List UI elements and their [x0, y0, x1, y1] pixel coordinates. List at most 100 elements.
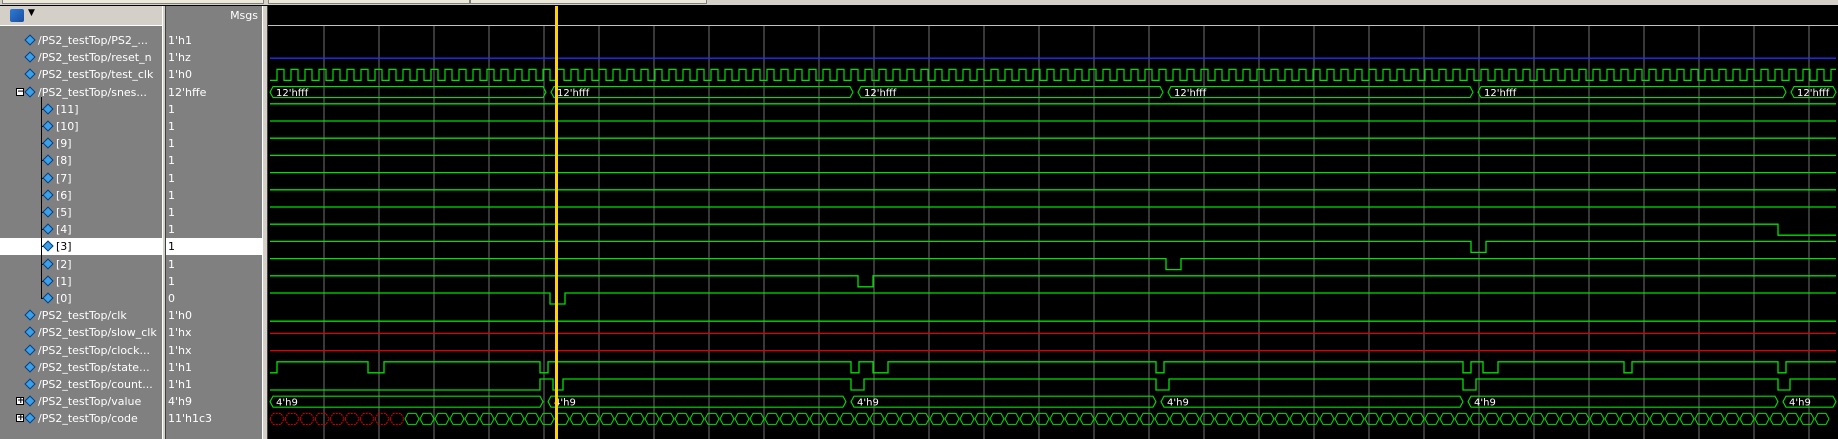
signal-row[interactable]: [3]: [0, 238, 162, 256]
signal-row[interactable]: /PS2_testTop/test_clk: [0, 66, 162, 83]
signal-diamond-icon: [24, 68, 36, 81]
signal-row[interactable]: /PS2_testTop/slow_clk: [0, 324, 162, 341]
waveform-canvas[interactable]: 12'hfff 12'hfff 12'hfff 12'hfff 12'hfff 12'hf…: [268, 6, 1838, 439]
code-bus-segment: [1454, 412, 1470, 425]
code-bus-segment: [1709, 412, 1725, 425]
signal-row[interactable]: − /PS2_testTop/snes...: [0, 84, 162, 101]
code-bus-segment: [1679, 412, 1695, 425]
signal-row[interactable]: /PS2_testTop/clk: [0, 307, 162, 324]
signal-row[interactable]: [7]: [0, 170, 162, 187]
code-bus-segment: [344, 412, 360, 425]
bus-segment: [550, 86, 854, 99]
code-bus-segment: [884, 412, 900, 425]
bus-segment: [1160, 395, 1464, 408]
code-bus-segment: [569, 412, 585, 425]
code-bus-segment: [434, 412, 450, 425]
toolbar-tab-left[interactable]: [2, 0, 264, 4]
code-bus-segment: [284, 412, 300, 425]
signal-value: 1'h1: [168, 360, 192, 374]
names-header: ▼: [0, 6, 162, 26]
signal-row[interactable]: + /PS2_testTop/value: [0, 393, 162, 410]
code-bus-segment: [1814, 412, 1830, 425]
code-bus-segment: [1244, 412, 1260, 425]
code-bus-segment: [314, 412, 330, 425]
code-bus-segment: [1259, 412, 1275, 425]
code-bus-segment: [539, 412, 555, 425]
code-bus-segment: [479, 412, 495, 425]
code-bus-segment: [1754, 412, 1770, 425]
bit0-wave: [270, 292, 1836, 305]
signal-row[interactable]: [0]: [0, 290, 162, 307]
code-bus-segment: [1424, 412, 1440, 425]
signal-row[interactable]: [4]: [0, 221, 162, 238]
code-bus-segment: [1799, 412, 1815, 425]
code-bus-segment: [1154, 412, 1170, 425]
code-bus-segment: [374, 412, 390, 425]
bus-segment: [547, 395, 847, 408]
code-bus-segment: [929, 412, 945, 425]
dropdown-arrow-icon[interactable]: ▼: [28, 8, 35, 18]
signal-name: [1]: [56, 274, 72, 288]
signal-values-pane: Msgs 1'h1 1'hz 1'h0 12'hffe 1 1 1 1 1 1 1 1 1 1 1 0 1'h0…: [166, 6, 262, 439]
collapse-icon[interactable]: −: [16, 86, 25, 97]
signal-diamond-icon: [24, 412, 36, 425]
signal-name: /PS2_testTop/test_clk: [38, 68, 154, 82]
waveform-pane[interactable]: 12'hfff 12'hfff 12'hfff 12'hfff 12'hfff 12'hf…: [268, 6, 1838, 439]
code-bus-segment: [629, 412, 645, 425]
signal-row[interactable]: + /PS2_testTop/code: [0, 410, 162, 427]
expand-icon[interactable]: +: [16, 396, 25, 407]
signal-row[interactable]: [11]: [0, 101, 162, 118]
signal-row[interactable]: [6]: [0, 187, 162, 204]
signal-row[interactable]: [9]: [0, 135, 162, 152]
signal-row[interactable]: /PS2_testTop/state...: [0, 359, 162, 376]
code-bus-segment: [1289, 412, 1305, 425]
code-bus-segment: [1334, 412, 1350, 425]
pane-splitter-values[interactable]: [262, 6, 268, 439]
code-bus-segment: [1034, 412, 1050, 425]
signal-row[interactable]: [10]: [0, 118, 162, 135]
code-bus-segment: [1514, 412, 1530, 425]
code-bus-segment: [674, 412, 690, 425]
signal-name: /PS2_testTop/slow_clk: [38, 326, 157, 340]
code-bus-segment: [1544, 412, 1560, 425]
time-cursor[interactable]: [555, 6, 558, 439]
wave-logo-icon[interactable]: [10, 9, 24, 22]
expand-icon[interactable]: +: [16, 413, 25, 424]
signal-row[interactable]: [2]: [0, 256, 162, 273]
toolbar-tab-right[interactable]: [470, 0, 707, 4]
code-bus-segment: [1349, 412, 1365, 425]
signal-name: /PS2_testTop/value: [38, 395, 142, 409]
toolbar-tab-mid[interactable]: [268, 0, 470, 4]
signal-row[interactable]: [1]: [0, 273, 162, 290]
code-bus-segment: [1064, 412, 1080, 425]
signal-row[interactable]: /PS2_testTop/clock...: [0, 342, 162, 359]
signal-row[interactable]: /PS2_testTop/reset_n: [0, 49, 162, 66]
signal-row[interactable]: [5]: [0, 204, 162, 221]
code-bus-segment: [1439, 412, 1455, 425]
bus-segment: [857, 86, 1164, 99]
pane-splitter-names[interactable]: [162, 6, 166, 439]
bus-segment: [1167, 86, 1474, 99]
code-bus-segment: [1379, 412, 1395, 425]
code-bus-segment: [1649, 412, 1665, 425]
signal-row[interactable]: [8]: [0, 152, 162, 169]
signal-value: 1'hx: [168, 326, 192, 340]
signal-row[interactable]: /PS2_testTop/count...: [0, 376, 162, 393]
code-bus-segment: [779, 412, 795, 425]
bus-segment: [1782, 395, 1837, 408]
signal-name: /PS2_testTop/reset_n: [38, 51, 152, 65]
code-bus-segment: [464, 412, 480, 425]
signal-row[interactable]: /PS2_testTop/PS2_...: [0, 32, 162, 49]
signal-diamond-icon: [42, 154, 54, 167]
code-bus-segment: [974, 412, 990, 425]
code-bus-segment: [1199, 412, 1215, 425]
code-bus-segment: [1589, 412, 1605, 425]
signal-diamond-icon: [24, 326, 36, 339]
signal-value: 12'hffe: [168, 85, 207, 99]
bus-value-label: 12'hfff: [1797, 88, 1830, 99]
signal-value: 1: [168, 274, 175, 288]
code-bus-segment: [599, 412, 615, 425]
code-bus-segment: [1784, 412, 1800, 425]
bus-value-label: 12'hfff: [1174, 88, 1207, 99]
bus-segment: [850, 395, 1157, 408]
